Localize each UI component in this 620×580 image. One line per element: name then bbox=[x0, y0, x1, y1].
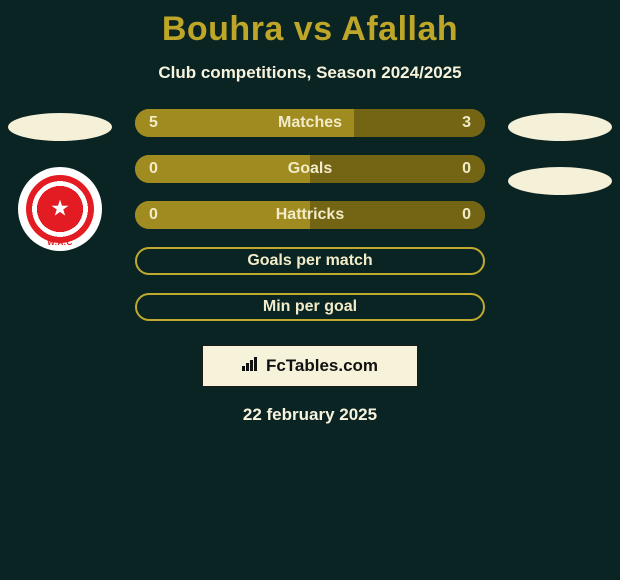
stat-bar: 5 3 Matches bbox=[135, 109, 485, 137]
comparison-content: ★ W.A.C 5 3 Matches 0 0 Goals 0 0 Hattricks Goals… bbox=[0, 109, 620, 321]
page-subtitle: Club competitions, Season 2024/2025 bbox=[0, 63, 620, 83]
left-club-logo: ★ W.A.C bbox=[18, 167, 102, 251]
stat-label: Goals per match bbox=[247, 252, 372, 270]
stat-bar: 0 0 Goals bbox=[135, 155, 485, 183]
bar-fill-left bbox=[135, 155, 310, 183]
stat-label: Goals bbox=[288, 160, 332, 178]
stat-label: Min per goal bbox=[263, 298, 357, 316]
stat-right-value: 0 bbox=[462, 206, 471, 224]
stat-left-value: 0 bbox=[149, 206, 158, 224]
left-team-column: ★ W.A.C bbox=[0, 109, 120, 251]
bar-fill-right bbox=[310, 155, 485, 183]
stat-right-value: 3 bbox=[462, 114, 471, 132]
right-club-oval bbox=[508, 167, 612, 195]
stat-right-value: 0 bbox=[462, 160, 471, 178]
stat-left-value: 5 bbox=[149, 114, 158, 132]
branding-label: FcTables.com bbox=[266, 356, 378, 376]
wac-badge-inner: ★ bbox=[26, 175, 94, 243]
page-title: Bouhra vs Afallah bbox=[0, 0, 620, 49]
right-country-oval bbox=[508, 113, 612, 141]
stat-bars: 5 3 Matches 0 0 Goals 0 0 Hattricks Goals per mat… bbox=[135, 109, 485, 321]
star-icon: ★ bbox=[50, 198, 70, 220]
stat-label: Matches bbox=[278, 114, 342, 132]
branding-box: FcTables.com bbox=[202, 345, 418, 387]
footer-date: 22 february 2025 bbox=[0, 405, 620, 425]
left-club-abbrev: W.A.C bbox=[47, 238, 73, 247]
stat-bar: 0 0 Hattricks bbox=[135, 201, 485, 229]
left-country-oval bbox=[8, 113, 112, 141]
stat-label: Hattricks bbox=[276, 206, 344, 224]
right-team-column bbox=[500, 109, 620, 195]
stat-left-value: 0 bbox=[149, 160, 158, 178]
stat-bar: Goals per match bbox=[135, 247, 485, 275]
chart-bars-icon bbox=[242, 357, 260, 376]
stat-bar: Min per goal bbox=[135, 293, 485, 321]
